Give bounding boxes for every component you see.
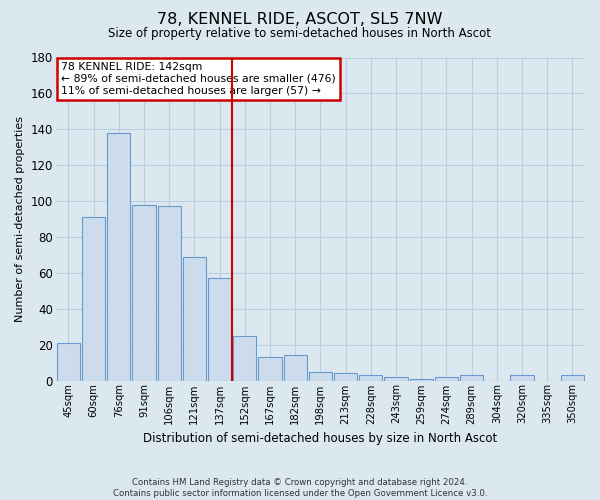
Bar [410,378,433,380]
Bar [309,372,332,380]
Bar [208,278,231,380]
Bar [158,206,181,380]
Text: 78 KENNEL RIDE: 142sqm
← 89% of semi-detached houses are smaller (476)
11% of se: 78 KENNEL RIDE: 142sqm ← 89% of semi-det… [61,62,336,96]
Bar [284,356,307,380]
Y-axis label: Number of semi-detached properties: Number of semi-detached properties [15,116,25,322]
Bar [57,343,80,380]
Bar [435,377,458,380]
Bar [359,375,382,380]
Text: Size of property relative to semi-detached houses in North Ascot: Size of property relative to semi-detach… [109,28,491,40]
Bar [385,377,407,380]
Bar [561,375,584,380]
Bar [334,374,357,380]
Bar [233,336,256,380]
Text: Contains HM Land Registry data © Crown copyright and database right 2024.
Contai: Contains HM Land Registry data © Crown c… [113,478,487,498]
Bar [460,375,483,380]
Bar [511,375,533,380]
Bar [82,217,105,380]
Bar [107,133,130,380]
Bar [183,256,206,380]
Bar [259,357,281,380]
X-axis label: Distribution of semi-detached houses by size in North Ascot: Distribution of semi-detached houses by … [143,432,497,445]
Text: 78, KENNEL RIDE, ASCOT, SL5 7NW: 78, KENNEL RIDE, ASCOT, SL5 7NW [157,12,443,28]
Bar [133,204,155,380]
